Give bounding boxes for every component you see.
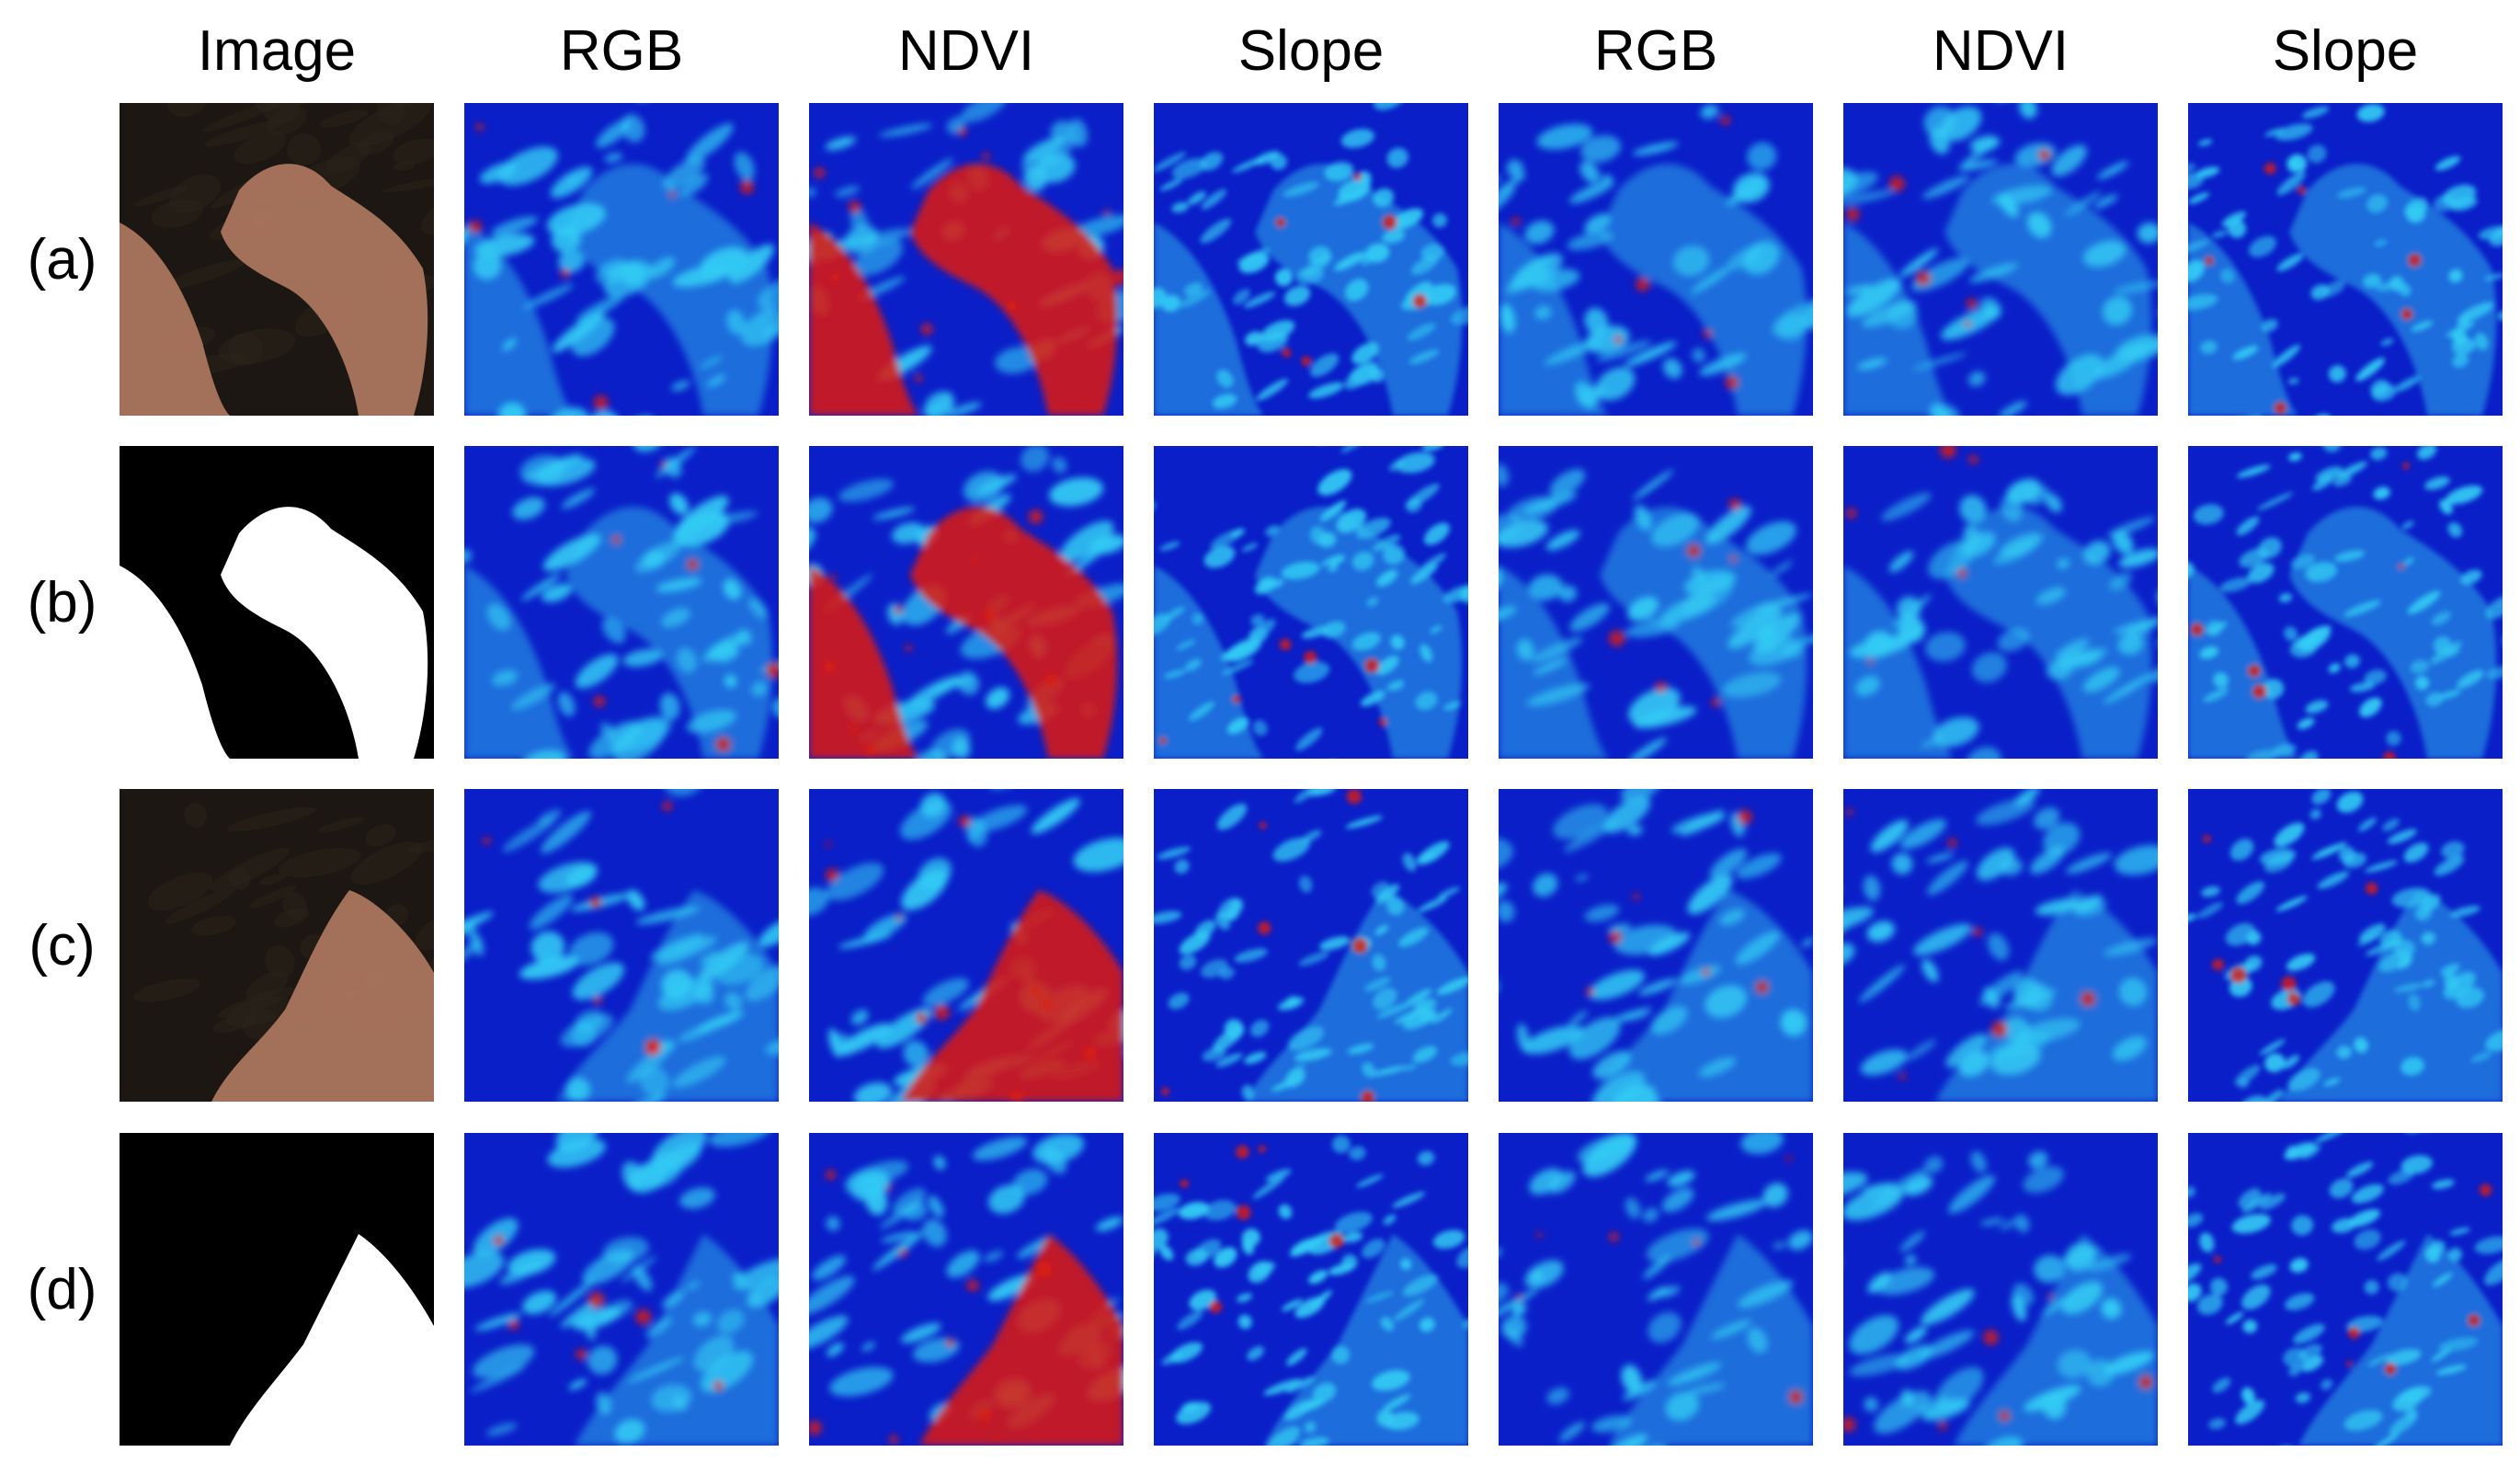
satellite-image-panel-a [120, 103, 434, 416]
heatmap-panel-rgb-2-a [1499, 103, 1813, 416]
heatmap-panel-ndvi-1-a [809, 103, 1123, 416]
satellite-image-panel-c [120, 789, 434, 1102]
heatmap-panel-rgb-1-d [464, 1133, 779, 1446]
heatmap-panel-ndvi-2-a [1843, 103, 2158, 416]
heatmap-panel-ndvi-1-c [809, 789, 1123, 1102]
heatmap-panel-rgb-2-c [1499, 789, 1813, 1102]
col-header-ndvi-2: NDVI [1932, 18, 2070, 83]
col-header-rgb-2: RGB [1593, 18, 1718, 83]
heatmap-panel-slope-1-a [1154, 103, 1468, 416]
heatmap-panel-ndvi-1-b [809, 446, 1123, 759]
heatmap-panel-slope-1-b [1154, 446, 1468, 759]
heatmap-panel-slope-1-d [1154, 1133, 1468, 1446]
col-header-slope-1: Slope [1237, 18, 1385, 83]
col-header-ndvi-1: NDVI [897, 18, 1035, 83]
col-header-rgb-1: RGB [559, 18, 684, 83]
col-header-image: Image [197, 18, 357, 83]
heatmap-panel-slope-2-a [2188, 103, 2503, 416]
heatmap-panel-slope-2-d [2188, 1133, 2503, 1446]
heatmap-panel-slope-2-b [2188, 446, 2503, 759]
row-label-a: (a) [27, 227, 97, 292]
heatmap-panel-rgb-2-b [1499, 446, 1813, 759]
heatmap-panel-slope-2-c [2188, 789, 2503, 1102]
heatmap-panel-ndvi-2-c [1843, 789, 2158, 1102]
row-label-b: (b) [27, 570, 97, 635]
heatmap-panel-rgb-1-b [464, 446, 779, 759]
mask-panel-d [120, 1133, 434, 1446]
heatmap-panel-ndvi-2-d [1843, 1133, 2158, 1446]
mask-panel-b [120, 446, 434, 759]
heatmap-panel-slope-1-c [1154, 789, 1468, 1102]
heatmap-panel-rgb-1-c [464, 789, 779, 1102]
row-label-c: (c) [29, 913, 96, 978]
heatmap-panel-ndvi-1-d [809, 1133, 1123, 1446]
heatmap-panel-rgb-2-d [1499, 1133, 1813, 1446]
col-header-slope-2: Slope [2272, 18, 2419, 83]
row-label-d: (d) [27, 1257, 97, 1321]
heatmap-panel-rgb-1-a [464, 103, 779, 416]
heatmap-panel-ndvi-2-b [1843, 446, 2158, 759]
